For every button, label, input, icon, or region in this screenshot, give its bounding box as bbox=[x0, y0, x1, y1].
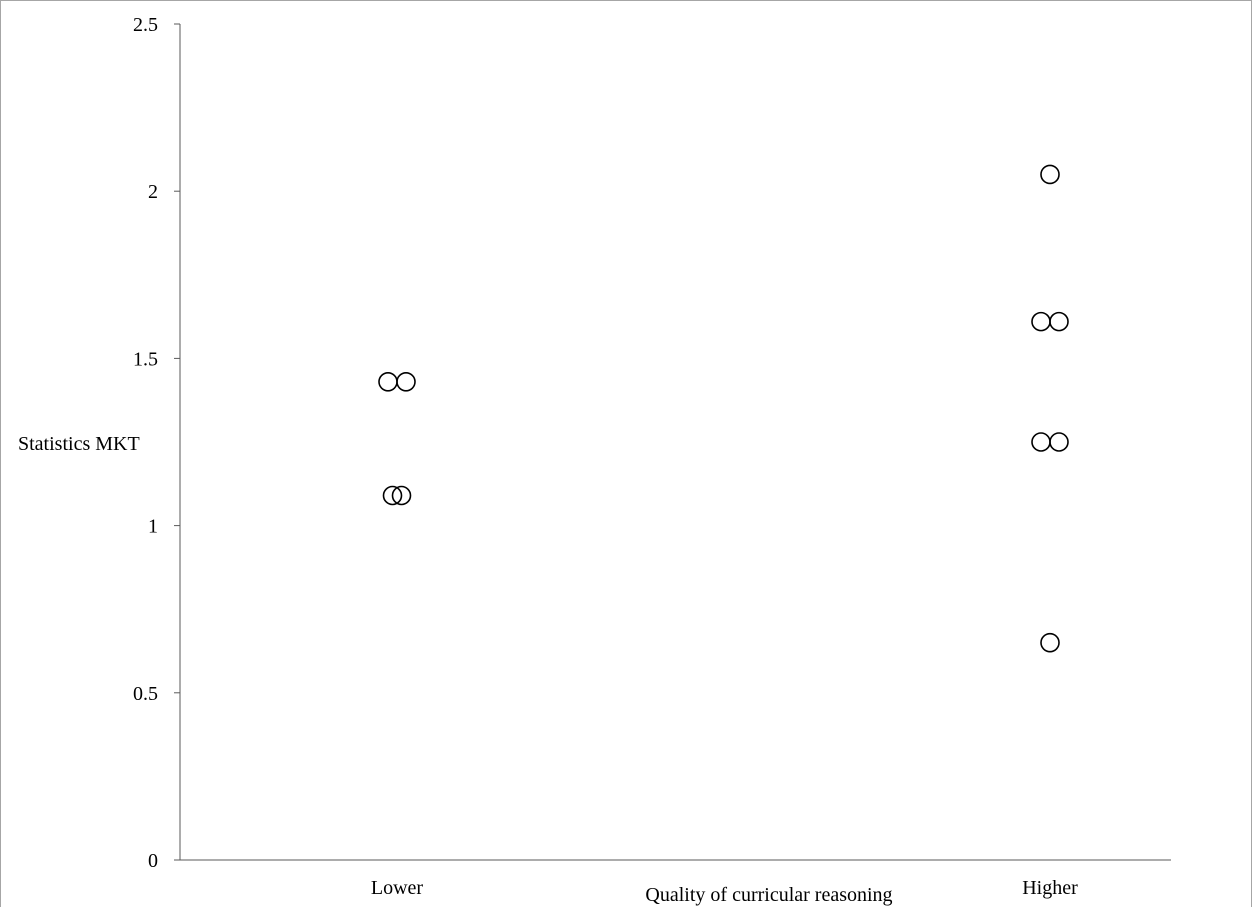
data-point-higher bbox=[1049, 432, 1069, 452]
y-tick-label: 1.5 bbox=[133, 348, 158, 370]
axes bbox=[179, 24, 1171, 861]
data-point-higher bbox=[1031, 432, 1051, 452]
data-points bbox=[378, 164, 1069, 653]
data-point-higher bbox=[1040, 164, 1060, 185]
x-ticks: Lower Higher bbox=[371, 877, 1078, 899]
x-axis-label: Quality of curricular reasoning bbox=[645, 884, 892, 906]
data-point-lower bbox=[382, 485, 403, 506]
y-axis-label: Statistics MKT bbox=[18, 433, 140, 455]
y-tick-label: 0 bbox=[148, 850, 158, 872]
x-tick-label: Lower bbox=[371, 877, 424, 899]
y-tick-label: 2.5 bbox=[133, 14, 158, 36]
data-point-lower bbox=[391, 485, 412, 506]
data-point-higher bbox=[1040, 632, 1060, 653]
x-tick-label: Higher bbox=[1022, 877, 1078, 899]
y-tick-label: 2 bbox=[148, 181, 158, 203]
y-tick-label: 0.5 bbox=[133, 683, 158, 705]
data-point-lower bbox=[396, 372, 416, 392]
data-point-higher bbox=[1031, 311, 1051, 332]
data-point-higher bbox=[1049, 311, 1069, 332]
data-point-lower bbox=[378, 372, 398, 392]
y-tick-label: 1 bbox=[148, 516, 158, 538]
y-ticks: 0 0.5 1 1.5 2 2.5 bbox=[133, 14, 180, 872]
